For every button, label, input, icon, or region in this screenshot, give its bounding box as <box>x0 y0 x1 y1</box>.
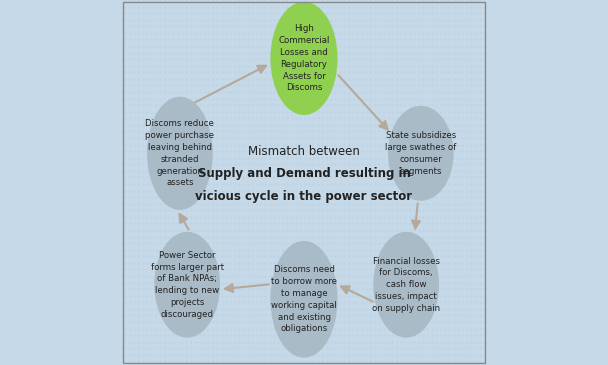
Text: High
Commercial
Losses and
Regulatory
Assets for
Discoms: High Commercial Losses and Regulatory As… <box>278 24 330 92</box>
Ellipse shape <box>271 2 337 115</box>
Text: Discoms need
to borrow more
to manage
working capital
and existing
obligations: Discoms need to borrow more to manage wo… <box>271 265 337 333</box>
Ellipse shape <box>388 106 454 201</box>
Text: vicious cycle in the power sector: vicious cycle in the power sector <box>195 190 413 203</box>
Text: Discoms reduce
power purchase
leaving behind
stranded
generation
assets: Discoms reduce power purchase leaving be… <box>145 119 215 187</box>
Text: State subsidizes
large swathes of
consumer
segments: State subsidizes large swathes of consum… <box>385 131 457 176</box>
Ellipse shape <box>271 241 337 358</box>
Text: Power Sector
forms larger part
of Bank NPAs;
lending to new
projects
discouraged: Power Sector forms larger part of Bank N… <box>151 251 224 319</box>
Text: Mismatch between: Mismatch between <box>248 145 360 158</box>
Ellipse shape <box>147 97 213 210</box>
Ellipse shape <box>373 232 439 338</box>
Ellipse shape <box>154 232 220 338</box>
Text: Financial losses
for Discoms,
cash flow
issues, impact
on supply chain: Financial losses for Discoms, cash flow … <box>372 257 440 313</box>
Text: Supply and Demand resulting in: Supply and Demand resulting in <box>198 167 410 180</box>
